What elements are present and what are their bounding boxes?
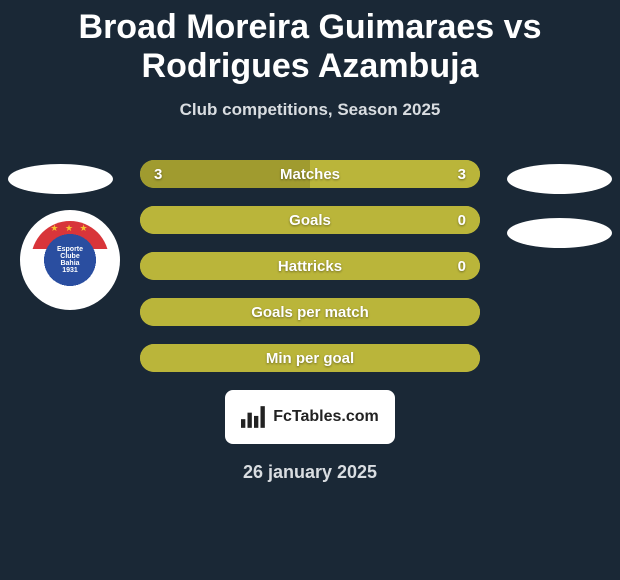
stat-label: Goals <box>140 206 480 234</box>
comparison-panel: ★ ★ ★ Esporte Clube Bahia 1931 33Matches… <box>0 160 620 372</box>
brand-badge[interactable]: FcTables.com <box>225 390 395 444</box>
stat-row: 33Matches <box>140 160 480 188</box>
date-label: 26 january 2025 <box>0 462 620 483</box>
stat-label: Matches <box>140 160 480 188</box>
badge-text: Esporte Clube Bahia 1931 <box>51 246 90 274</box>
barchart-icon <box>241 406 267 428</box>
stat-label: Min per goal <box>140 344 480 372</box>
stat-row: 0Goals <box>140 206 480 234</box>
player-right-placeholder-2 <box>507 218 612 248</box>
badge-stars-icon: ★ ★ ★ <box>31 223 109 234</box>
stat-row: Min per goal <box>140 344 480 372</box>
stat-bars: 33Matches 0Goals 0Hattricks Goals per match… <box>140 160 480 372</box>
badge-year: 1931 <box>62 267 78 274</box>
stat-row: Goals per match <box>140 298 480 326</box>
player-right-placeholder <box>507 164 612 194</box>
stat-label: Hattricks <box>140 252 480 280</box>
badge-name: Esporte Clube Bahia <box>57 246 83 267</box>
brand-text: FcTables.com <box>273 408 379 426</box>
subtitle: Club competitions, Season 2025 <box>0 100 620 120</box>
player-left-placeholder <box>8 164 113 194</box>
page-title: Broad Moreira Guimaraes vs Rodrigues Aza… <box>0 0 620 86</box>
club-badge-left: ★ ★ ★ Esporte Clube Bahia 1931 <box>20 210 120 310</box>
stat-label: Goals per match <box>140 298 480 326</box>
stat-row: 0Hattricks <box>140 252 480 280</box>
